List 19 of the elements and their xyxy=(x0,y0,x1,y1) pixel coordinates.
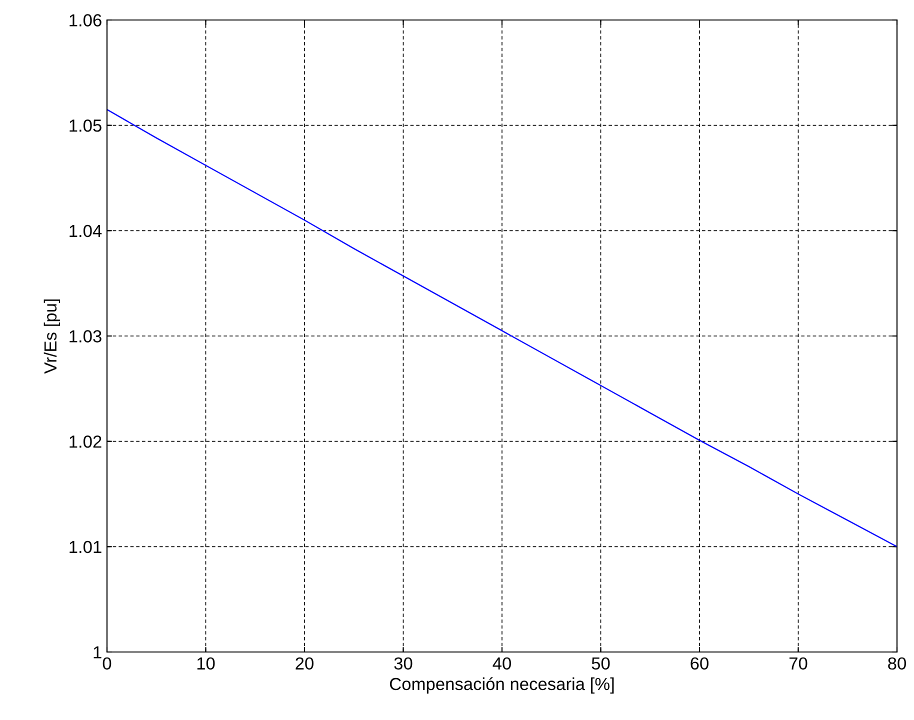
y-tick-label: 1.03 xyxy=(70,330,102,342)
x-tick-label: 40 xyxy=(492,657,511,670)
y-tick-label: 1.06 xyxy=(70,14,102,26)
y-axis-title: Vr/Es [pu] xyxy=(44,299,60,374)
y-tick-label: 1 xyxy=(94,646,102,658)
y-tick-label: 1.05 xyxy=(70,120,102,132)
x-tick-label: 10 xyxy=(197,657,215,670)
x-tick-label: 30 xyxy=(394,657,412,670)
y-tick-label: 1.04 xyxy=(70,224,102,238)
y-tick-label: 1.02 xyxy=(70,436,102,448)
x-tick-label: 70 xyxy=(789,657,808,670)
x-tick-label: 20 xyxy=(296,657,314,670)
y-tick-label: 1.01 xyxy=(70,540,102,554)
x-tick-label: 80 xyxy=(888,657,906,670)
x-axis-title: Compensación necesaria [%] xyxy=(390,677,614,694)
x-tick-label: 50 xyxy=(592,657,610,670)
line-series xyxy=(107,108,897,548)
x-tick-label: 0 xyxy=(102,657,112,670)
x-tick-label: 60 xyxy=(690,657,708,670)
